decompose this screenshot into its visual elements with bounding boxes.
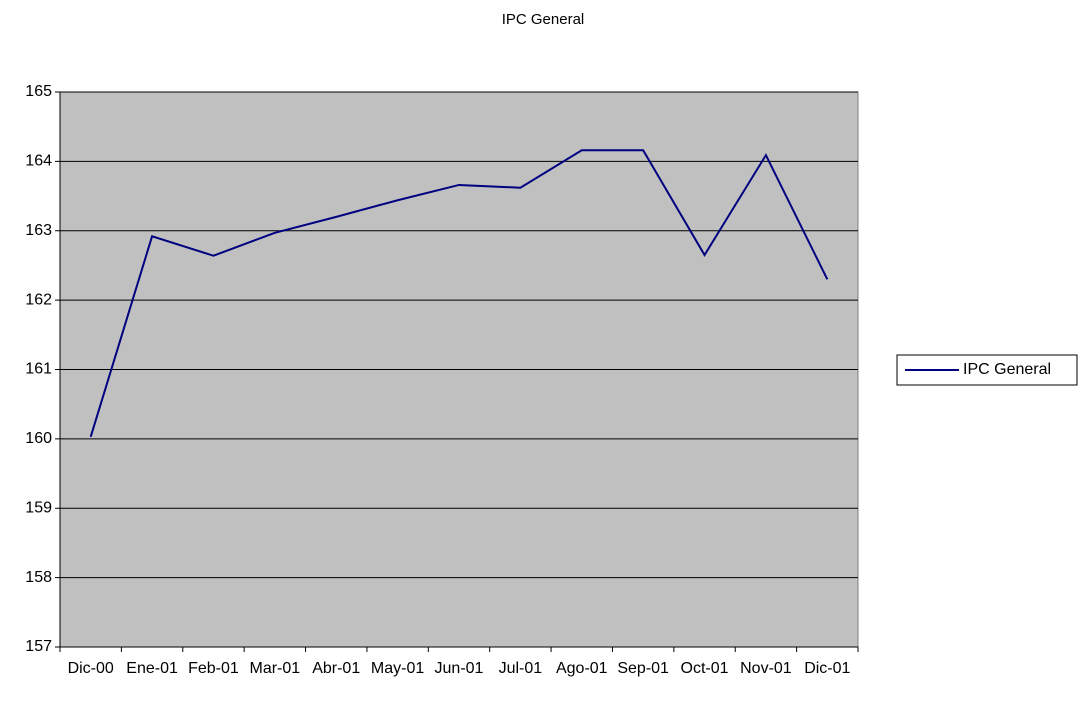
x-tick-label: Dic-01 — [804, 660, 850, 677]
x-tick-label: Dic-00 — [68, 660, 114, 677]
x-tick-label: Oct-01 — [681, 660, 729, 677]
x-tick-label: Abr-01 — [312, 660, 360, 677]
x-tick-label: Nov-01 — [740, 660, 792, 677]
x-tick-label: Sep-01 — [617, 660, 669, 677]
y-tick-label: 165 — [25, 83, 52, 100]
y-tick-label: 160 — [25, 430, 52, 447]
chart-title: IPC General — [502, 11, 585, 28]
x-tick-label: Feb-01 — [188, 660, 239, 677]
x-tick-label: May-01 — [371, 660, 424, 677]
x-tick-label: Jul-01 — [499, 660, 543, 677]
y-tick-label: 159 — [25, 499, 52, 516]
y-tick-label: 161 — [25, 361, 52, 378]
y-tick-label: 158 — [25, 569, 52, 586]
data-line — [89, 149, 829, 438]
x-tick-label: Ene-01 — [126, 660, 178, 677]
x-tick-label: Jun-01 — [435, 660, 484, 677]
x-tick-label: Ago-01 — [556, 660, 608, 677]
y-tick-label: 164 — [25, 153, 52, 170]
legend-label: IPC General — [963, 361, 1051, 378]
x-tick-label: Mar-01 — [250, 660, 301, 677]
y-tick-label: 163 — [25, 222, 52, 239]
y-tick-label: 157 — [25, 638, 52, 655]
y-tick-label: 162 — [25, 291, 52, 308]
